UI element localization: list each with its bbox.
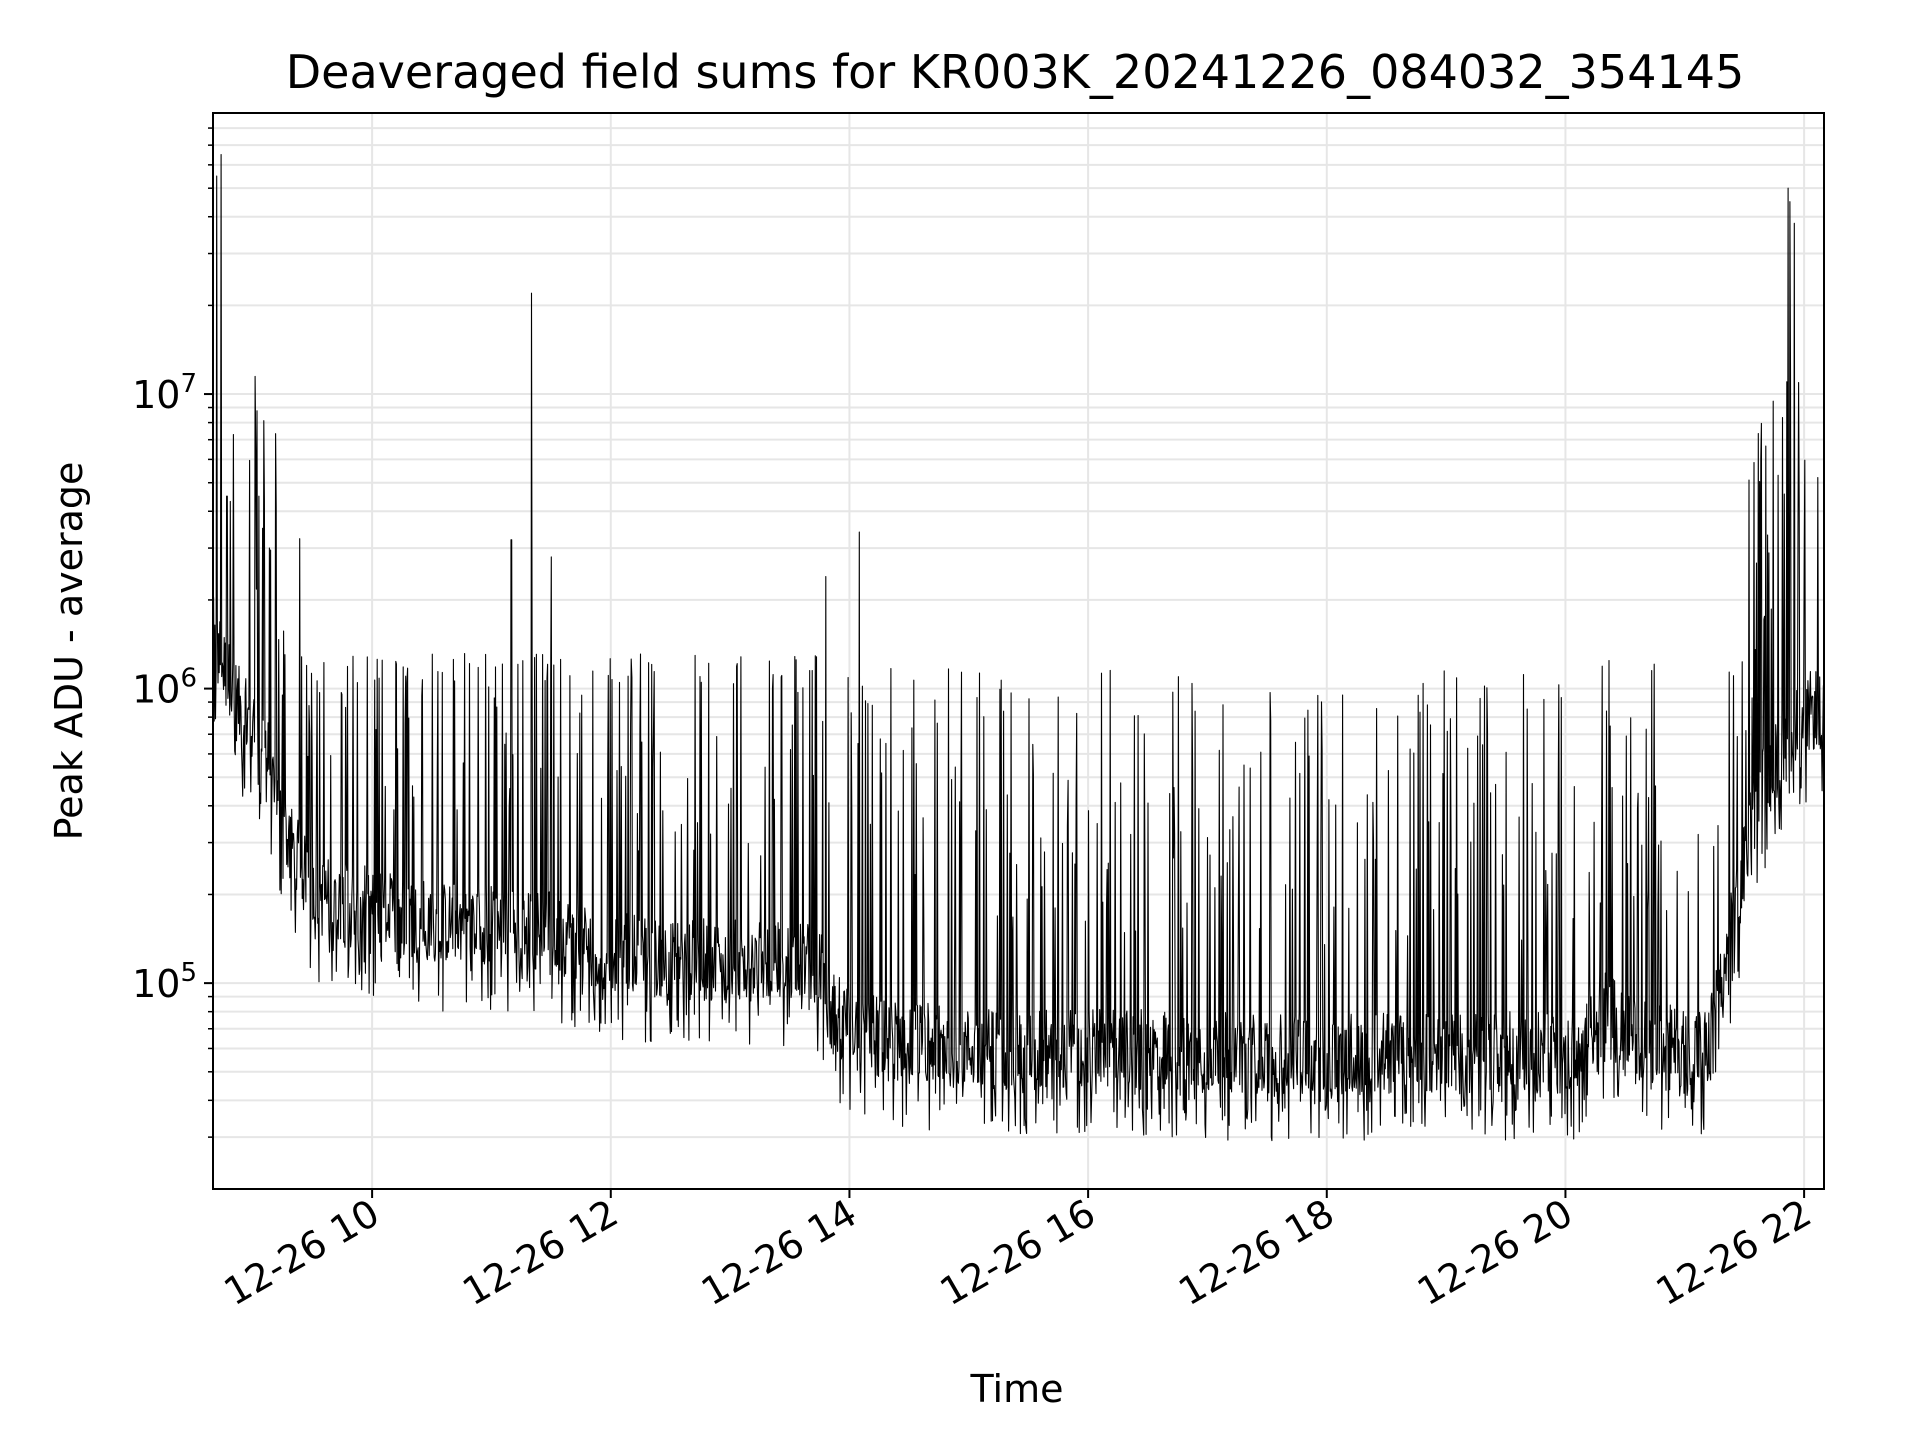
y-axis-label: Peak ADU - average: [47, 462, 91, 841]
x-tick-label: 12-26 12: [455, 1191, 625, 1315]
grid: [213, 113, 1824, 1189]
y-tick-label: 107: [132, 369, 197, 417]
x-tick-label: 12-26 14: [694, 1191, 864, 1315]
y-tick-label: 106: [132, 664, 197, 712]
chart-title: Deaveraged field sums for KR003K_2024122…: [286, 45, 1745, 99]
x-tick-label: 12-26 16: [933, 1191, 1103, 1315]
x-axis: 12-26 10 12-26 12 12-26 14 12-26 16 12-26 18…: [217, 1189, 1819, 1314]
x-tick-label: 12-26 20: [1410, 1191, 1580, 1315]
series-line: [212, 154, 1825, 1142]
x-tick-label: 12-26 18: [1171, 1191, 1341, 1315]
y-tick-label: 105: [132, 958, 197, 1006]
x-tick-label: 12-26 22: [1649, 1191, 1819, 1315]
y-axis: 105 106 107: [132, 127, 213, 1138]
x-tick-label: 12-26 10: [217, 1191, 387, 1315]
plot-frame: [212, 112, 1825, 1190]
x-axis-label: Time: [970, 1367, 1064, 1411]
series-layer: [212, 154, 1825, 1142]
